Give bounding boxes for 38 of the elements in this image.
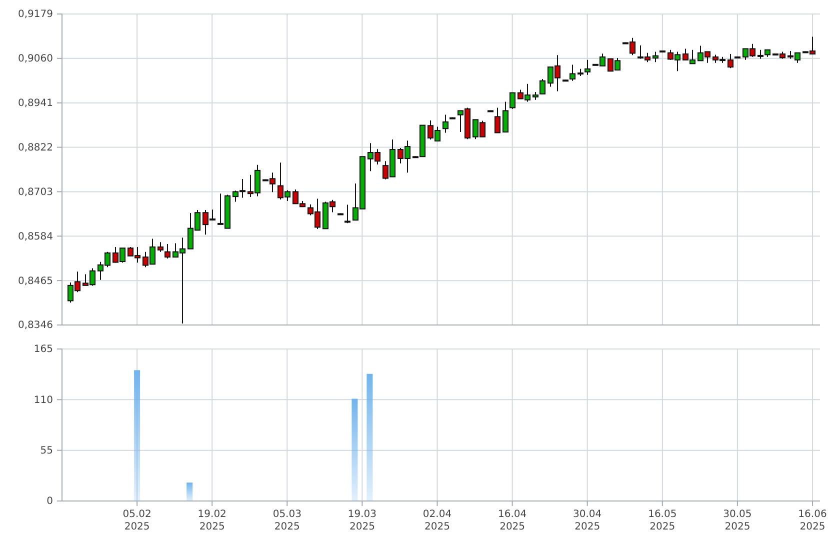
candlestick	[652, 51, 658, 63]
bar	[352, 398, 358, 501]
y-tick-label: 0,8822	[18, 142, 53, 154]
x-tick-label: 05.03 2025	[272, 509, 302, 533]
candlestick	[510, 92, 516, 110]
bar	[186, 482, 193, 501]
x-tick-label: 05.02 2025	[122, 509, 152, 533]
candlestick	[728, 53, 734, 69]
y-tick-label: 55	[40, 446, 53, 457]
y-tick-label: 0	[46, 496, 53, 508]
candlestick	[344, 204, 350, 224]
y-tick-label: 0,9179	[18, 9, 53, 20]
y-tick-label: 0,8584	[18, 231, 53, 242]
bar	[366, 374, 373, 501]
y-tick-label: 0,8941	[18, 98, 53, 110]
candlestick	[494, 107, 500, 134]
x-tick-label: 16.06 2025	[798, 509, 827, 533]
y-tick-label: 165	[34, 344, 53, 356]
y-tick-label: 0,9060	[18, 54, 53, 65]
x-tick-label: 16.04 2025	[498, 509, 527, 533]
y-tick-label: 0,8346	[18, 320, 53, 332]
x-tick-label: 19.02 2025	[198, 509, 226, 533]
bar	[134, 370, 140, 501]
y-tick-label: 0,8465	[18, 276, 53, 287]
y-tick-label: 110	[34, 394, 53, 406]
x-tick-label: 30.04 2025	[573, 509, 602, 533]
candlestick	[442, 114, 448, 134]
candlestick	[164, 243, 170, 260]
candlestick	[540, 78, 546, 94]
y-tick-label: 0,8703	[18, 186, 53, 198]
candlestick	[502, 101, 508, 132]
x-tick-label: 02.04 2025	[422, 509, 452, 533]
x-tick-label: 19.03 2025	[348, 509, 377, 533]
x-tick-label: 30.05 2025	[723, 509, 752, 533]
candlestick	[158, 242, 164, 252]
x-tick-label: 16.05 2025	[648, 509, 677, 533]
candlestick	[570, 64, 576, 82]
candlestick	[584, 59, 590, 76]
